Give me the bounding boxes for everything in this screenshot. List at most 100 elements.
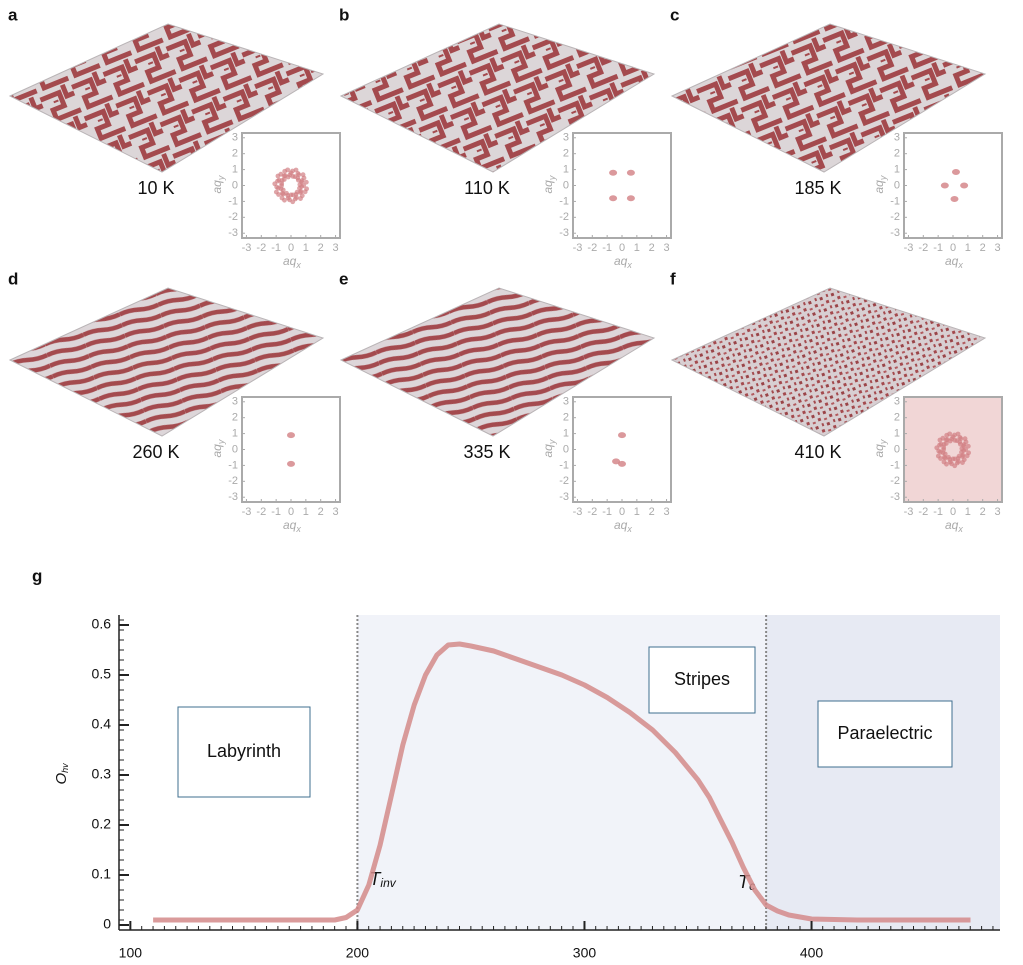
inset-xlabel-sub: x: [295, 260, 301, 270]
inset-ylabel-main: aq: [541, 444, 555, 458]
temperature-label: 410 K: [794, 442, 841, 462]
inset-tick-label: 2: [232, 412, 238, 424]
inset-tick-label: -1: [559, 195, 569, 207]
y-tick-label: 0.6: [92, 616, 112, 632]
inset-blob: [626, 195, 635, 202]
inset-tick-label: 0: [563, 443, 569, 455]
surface-image: [670, 287, 987, 437]
inset-tick-label: 1: [563, 163, 569, 175]
inset-tick-label: 3: [563, 132, 569, 144]
inset-xlabel-sub: x: [957, 524, 963, 534]
inset-tick-label: 2: [980, 242, 986, 254]
inset-xlabel: aqx: [614, 518, 632, 534]
surface-image: [339, 287, 656, 437]
inset-ylabel-main: aq: [541, 180, 555, 194]
inset-blob: [960, 460, 965, 465]
inset-tick-label: 0: [288, 506, 294, 518]
inset-ylabel-main: aq: [872, 444, 886, 458]
inset-tick-label: 1: [634, 506, 640, 518]
inset-blob: [281, 177, 287, 182]
y-tick-label: 0.3: [92, 766, 112, 782]
y-axis-label-sub: hv: [60, 763, 70, 773]
inset-blob: [618, 460, 626, 467]
temperature-label: 10 K: [137, 178, 174, 198]
inset-tick-label: 3: [332, 506, 338, 518]
inset-ylabel-sub: y: [547, 175, 557, 181]
inset-tick-label: -3: [242, 242, 252, 254]
x-tick-label: 100: [119, 945, 143, 961]
inset-tick-label: -2: [559, 211, 569, 223]
inset-xlabel-main: aq: [283, 518, 297, 532]
region-label: Stripes: [674, 669, 730, 689]
surface-image: [339, 23, 656, 173]
inset-ylabel-main: aq: [872, 180, 886, 194]
inset-ylabel-main: aq: [210, 444, 224, 458]
region-label: Labyrinth: [207, 741, 281, 761]
inset-tick-label: -3: [242, 506, 252, 518]
inset-blob: [943, 441, 949, 446]
inset-xlabel-main: aq: [614, 254, 628, 268]
inset-xlabel: aqx: [283, 518, 301, 534]
inset-tick-label: -2: [918, 242, 928, 254]
data-line: [153, 641, 971, 923]
inset-tick-label: 2: [563, 148, 569, 160]
inset-frame: [572, 132, 672, 239]
y-axis-label: Ohv: [53, 763, 70, 785]
inset-tick-label: 2: [232, 148, 238, 160]
inset-tick-label: -2: [918, 506, 928, 518]
x-tick-label: 200: [346, 945, 370, 961]
temperature-label: 110 K: [464, 178, 510, 198]
panel-label: f: [670, 269, 676, 288]
inset-tick-label: -1: [271, 506, 281, 518]
y-tick-label: 0.5: [92, 666, 112, 682]
inset-tick-label: 1: [965, 506, 971, 518]
inset-tick-label: -2: [559, 475, 569, 487]
x-tick-label: 400: [800, 945, 824, 961]
inset-tick-label: -1: [933, 242, 943, 254]
inset-xlabel-sub: x: [957, 260, 963, 270]
inset-blob: [285, 167, 291, 173]
inset-blob: [273, 189, 279, 195]
inset-xlabel-main: aq: [283, 254, 297, 268]
inset-frame: [903, 396, 1003, 503]
panel-label: d: [8, 269, 18, 288]
inset-blob: [626, 169, 635, 176]
inset-tick-label: 0: [232, 443, 238, 455]
surface-image: [8, 23, 325, 173]
inset-tick-label: -3: [573, 242, 583, 254]
panel-label: c: [670, 5, 679, 24]
inset-tick-label: 2: [318, 242, 324, 254]
inset-ylabel: aqy: [210, 439, 226, 457]
surface-image: [8, 287, 325, 437]
inset-ylabel: aqy: [210, 175, 226, 193]
inset-blob: [287, 432, 295, 439]
inset-tick-label: 2: [980, 506, 986, 518]
inset-tick-label: 3: [894, 396, 900, 408]
inset-tick-label: -2: [890, 211, 900, 223]
inset-tick-label: -1: [271, 242, 281, 254]
inset-blob: [960, 182, 969, 189]
inset-xlabel-main: aq: [945, 254, 959, 268]
inset-blob: [287, 460, 295, 467]
y-axis-label-main: O: [53, 773, 70, 785]
inset-tick-label: 3: [994, 242, 1000, 254]
inset-tick-label: 1: [563, 427, 569, 439]
inset-frame: [903, 132, 1003, 239]
inset-xlabel-main: aq: [945, 518, 959, 532]
inset-blob: [302, 189, 308, 195]
y-tick-label: 0.1: [92, 866, 112, 882]
inset-tick-label: -3: [890, 227, 900, 239]
inset-ylabel: aqy: [541, 439, 557, 457]
inset-xlabel: aqx: [283, 254, 301, 270]
inset-tick-label: -2: [587, 242, 597, 254]
inset-tick-label: 0: [950, 506, 956, 518]
inset-tick-label: 0: [950, 242, 956, 254]
inset-ylabel-sub: y: [547, 439, 557, 445]
inset-blob: [297, 182, 303, 187]
inset-tick-label: 1: [232, 163, 238, 175]
inset-tick-label: 3: [332, 242, 338, 254]
inset-tick-label: 0: [232, 179, 238, 191]
inset-blob: [941, 459, 947, 465]
inset-xlabel-sub: x: [295, 524, 301, 534]
panel-label: e: [339, 269, 348, 288]
